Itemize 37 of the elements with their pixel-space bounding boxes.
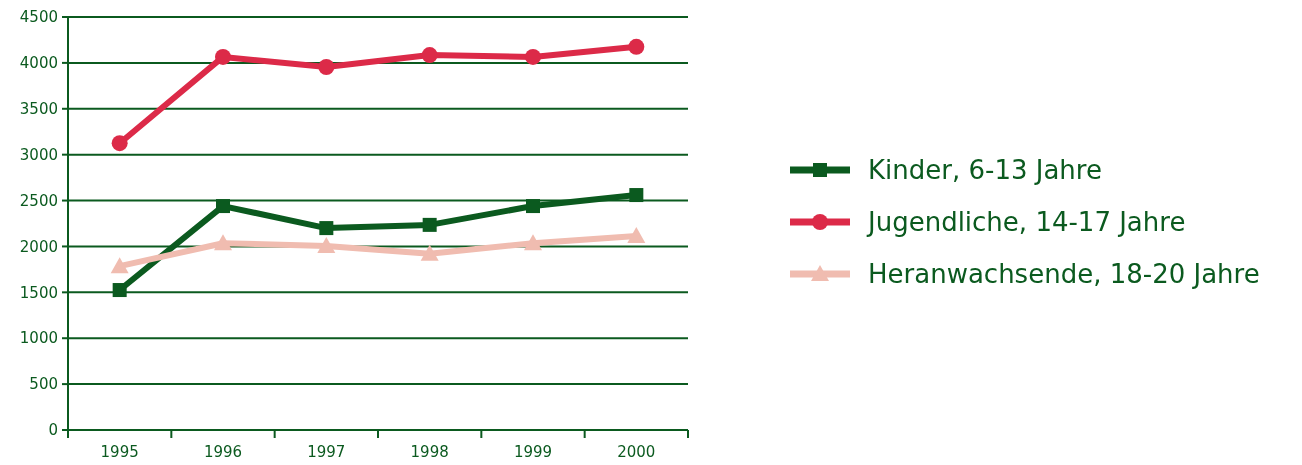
- point: [112, 283, 127, 298]
- y-tick-label: 500: [29, 375, 58, 394]
- y-tick-label: 2500: [19, 191, 58, 210]
- point: [628, 38, 645, 55]
- point: [627, 226, 646, 243]
- x-tick-label: 1996: [203, 443, 243, 461]
- x-tick-label: 1999: [513, 443, 553, 461]
- y-tick-label: 4000: [19, 54, 58, 73]
- y-tick-label: 2000: [19, 237, 58, 256]
- point: [526, 199, 540, 214]
- x-tick-label: 1995: [100, 443, 139, 461]
- point: [319, 221, 334, 236]
- point: [214, 234, 232, 251]
- point: [524, 234, 542, 251]
- point: [318, 59, 335, 76]
- point: [317, 236, 336, 253]
- point: [422, 217, 437, 232]
- point: [421, 47, 438, 64]
- y-tick-label: 0: [48, 421, 58, 440]
- point: [216, 199, 230, 214]
- x-tick-label: 2000: [617, 443, 656, 461]
- y-tick-label: 3500: [19, 100, 58, 119]
- point: [215, 48, 231, 65]
- y-tick-label: 4500: [19, 8, 58, 27]
- y-tick-label: 1500: [19, 283, 58, 302]
- y-tick-label: 1000: [19, 329, 58, 348]
- legend-label: Kinder, 6-13 Jahre: [868, 155, 1102, 186]
- y-tick-label: 3000: [19, 145, 58, 164]
- x-tick-label: 1997: [307, 443, 346, 461]
- point: [111, 135, 128, 152]
- x-tick-label: 1998: [410, 443, 449, 461]
- point: [629, 188, 644, 203]
- point: [420, 244, 439, 261]
- legend-label: Heranwachsende, 18-20 Jahre: [868, 259, 1260, 290]
- legend-label: Jugendliche, 14-17 Jahre: [866, 207, 1186, 238]
- point: [110, 257, 129, 274]
- point: [525, 48, 541, 65]
